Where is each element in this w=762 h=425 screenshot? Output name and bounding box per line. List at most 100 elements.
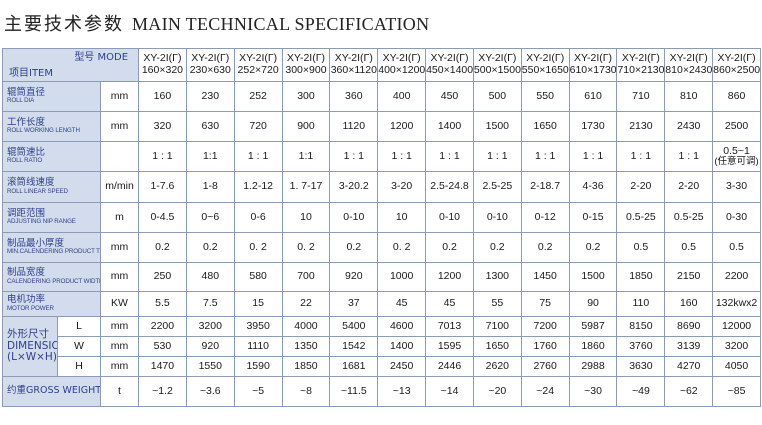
cell-value: 1 : 1: [152, 149, 173, 162]
model-size: 252×720: [237, 64, 279, 76]
model-size: 230×630: [189, 64, 231, 76]
cell-value: 1-7.6: [150, 180, 175, 193]
weight-unit: t: [99, 376, 140, 407]
model-name: XY-2I(Γ): [717, 52, 756, 65]
spec-cell: 920: [329, 262, 379, 292]
cell-value: 10: [395, 210, 408, 223]
row-unit: m: [99, 202, 140, 233]
spec-cell: 5.5: [138, 291, 187, 317]
cell-value: 1 : 1: [343, 149, 365, 162]
spec-cell: 7.5: [185, 291, 235, 317]
weight-cell: ~85: [712, 376, 761, 407]
cell-value: 0-12: [534, 210, 556, 223]
spec-cell: 0-12: [520, 202, 570, 233]
dimensions-label-en: DIMENSIONS: [7, 339, 57, 352]
row-label-en: Motor power: [7, 304, 54, 312]
spec-cell: 860: [712, 81, 761, 112]
spec-cell: 45: [377, 291, 427, 317]
model-header: XY-2I(Γ) 230×630: [185, 48, 235, 82]
cell-value: 0.5: [633, 240, 649, 253]
cell-value: 160: [679, 297, 698, 310]
weight-cell: ~11.5: [329, 376, 379, 407]
cell-value: 450: [440, 89, 459, 102]
dimension-cell: 1550: [185, 356, 235, 377]
cell-value: 45: [395, 297, 408, 310]
spec-cell: 0-4.5: [138, 202, 187, 233]
cell-value: 1200: [437, 270, 462, 283]
model-size: 810×2430: [665, 64, 713, 76]
spec-cell: 360: [329, 81, 379, 112]
spec-cell: 45: [425, 291, 474, 317]
item-label: 项目ITEM: [9, 68, 54, 79]
cell-value: 0.2: [346, 240, 362, 253]
dimension-cell: 3139: [664, 336, 714, 357]
spec-cell: 55: [472, 291, 522, 317]
cell-value: 860: [727, 89, 746, 102]
cell-value: 2-20: [630, 180, 652, 193]
cell-value: 1120: [342, 119, 366, 132]
spec-cell: 1850: [616, 262, 666, 292]
spec-cell: 630: [185, 111, 235, 142]
dimension-cell: 3950: [233, 316, 283, 337]
cell-value: 45: [443, 297, 456, 310]
spec-cell: 10: [377, 202, 427, 233]
cell-value: 1 : 1: [247, 149, 269, 162]
spec-cell: 1:1: [185, 141, 235, 172]
spec-cell: 0-6: [233, 202, 283, 233]
dimension-cell: 2450: [377, 356, 427, 377]
spec-cell: 3-20.2: [329, 171, 379, 203]
dimension-cell: 4000: [281, 316, 331, 337]
spec-cell: 400: [377, 81, 427, 112]
model-header: XY-2I(Γ) 550×1650: [520, 48, 570, 82]
spec-cell: 0.5: [664, 232, 714, 263]
row-label-en: Roll working length: [7, 127, 80, 135]
dimension-cell: 1542: [329, 336, 379, 357]
cell-value: 920: [345, 270, 363, 283]
spec-cell: 252: [233, 81, 283, 112]
cell-value: 0.5-25: [625, 210, 656, 223]
spec-cell: 0.2: [138, 232, 187, 263]
header-row: 型号 MODE 项目ITEM XY-2I(Γ) 160×320 XY-2I(Γ) 230×…: [1, 48, 761, 82]
cell-value: 400: [392, 89, 411, 102]
spec-cell: 0.2: [329, 232, 379, 263]
cell-value: 2430: [677, 119, 701, 132]
weight-row: 约重GROSS WEIGHT t ~1.2 ~3.6 ~5 ~8 ~11.5 ~13 ~14 ~2…: [2, 376, 761, 407]
weight-cell: ~1.2: [138, 376, 187, 407]
dimension-cell: 1400: [377, 336, 427, 357]
cell-value: 1:1: [298, 149, 314, 162]
cell-value: 630: [201, 119, 220, 132]
dimension-cell: 4270: [664, 356, 714, 377]
spec-row: 滚筒线速度 Roll linear speed m/min 1-7.6 1-8 1.2-1…: [2, 171, 761, 203]
spec-cell: 1200: [425, 262, 474, 292]
spec-cell: 0. 2: [233, 232, 283, 263]
spec-cell: 1 : 1: [520, 141, 570, 172]
spec-cell: 1500: [568, 262, 618, 292]
spec-cell: 1-8: [185, 171, 235, 203]
spec-cell: 0-10: [329, 202, 379, 233]
spec-cell: 710: [616, 81, 666, 112]
model-name: XY-2I(Γ): [573, 52, 613, 65]
model-name: XY-2I(Γ): [286, 52, 325, 65]
title-cn: 主要技术参数: [4, 14, 124, 35]
dimension-axis: H: [57, 356, 101, 377]
cell-value: 2130: [629, 119, 653, 132]
row-label-zh: 辊筒直径: [7, 86, 46, 98]
dimension-cell: 5987: [568, 316, 618, 337]
dimension-cell: 8690: [664, 316, 714, 337]
spec-cell: 1650: [520, 111, 570, 142]
cell-value: 1650: [533, 119, 557, 132]
dimension-cell: 5400: [329, 316, 379, 337]
dimension-cell: 1350: [281, 336, 331, 357]
spec-cell: 480: [185, 262, 235, 292]
cell-value: 1 : 1: [582, 149, 604, 162]
weight-label-text: 约重GROSS WEIGHT: [7, 385, 101, 397]
spec-cell: 0-15: [568, 202, 618, 233]
cell-value: 320: [153, 119, 172, 132]
cell-value: 55: [491, 297, 504, 310]
row-unit: mm: [99, 81, 140, 112]
title-en: MAIN TECHNICAL SPECIFICATION: [132, 14, 430, 34]
dimension-unit: mm: [99, 356, 140, 377]
spec-cell: 720: [233, 111, 283, 142]
cell-value: 0-6: [250, 210, 266, 223]
spec-cell: 1300: [472, 262, 522, 292]
